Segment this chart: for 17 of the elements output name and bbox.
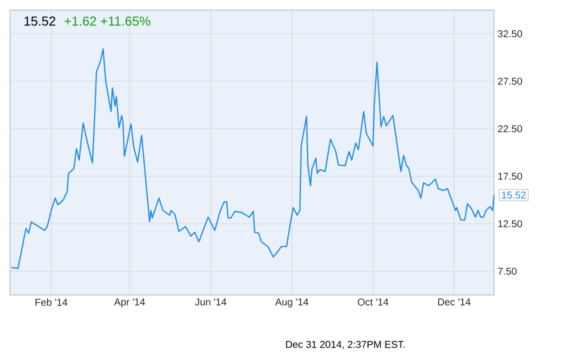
annotation: 15.52 (502, 192, 526, 199)
y-tick-label: 32.50 (498, 30, 522, 38)
y-tick-label: 27.50 (498, 78, 522, 85)
text: Dec 31 2014, 2:37PM EST. (286, 340, 405, 350)
chart-subtitle: +1.62 +11.65% (64, 16, 150, 26)
y-tick-label: 7.50 (498, 268, 517, 275)
chart-title: 15.52 (24, 16, 56, 26)
x-tick-label: Feb '14 (36, 298, 68, 306)
y-tick-label: 22.50 (498, 125, 522, 132)
y-tick-label: 17.50 (498, 172, 522, 180)
x-tick-label: Apr '14 (114, 298, 146, 308)
y-tick-label: 12.50 (498, 220, 522, 228)
x-tick-label: Oct '14 (358, 298, 388, 306)
line-series (10, 48, 495, 269)
x-tick-label: Jun '14 (195, 298, 226, 306)
x-tick-label: Dec '14 (438, 298, 471, 306)
x-tick-label: Aug '14 (275, 298, 308, 308)
